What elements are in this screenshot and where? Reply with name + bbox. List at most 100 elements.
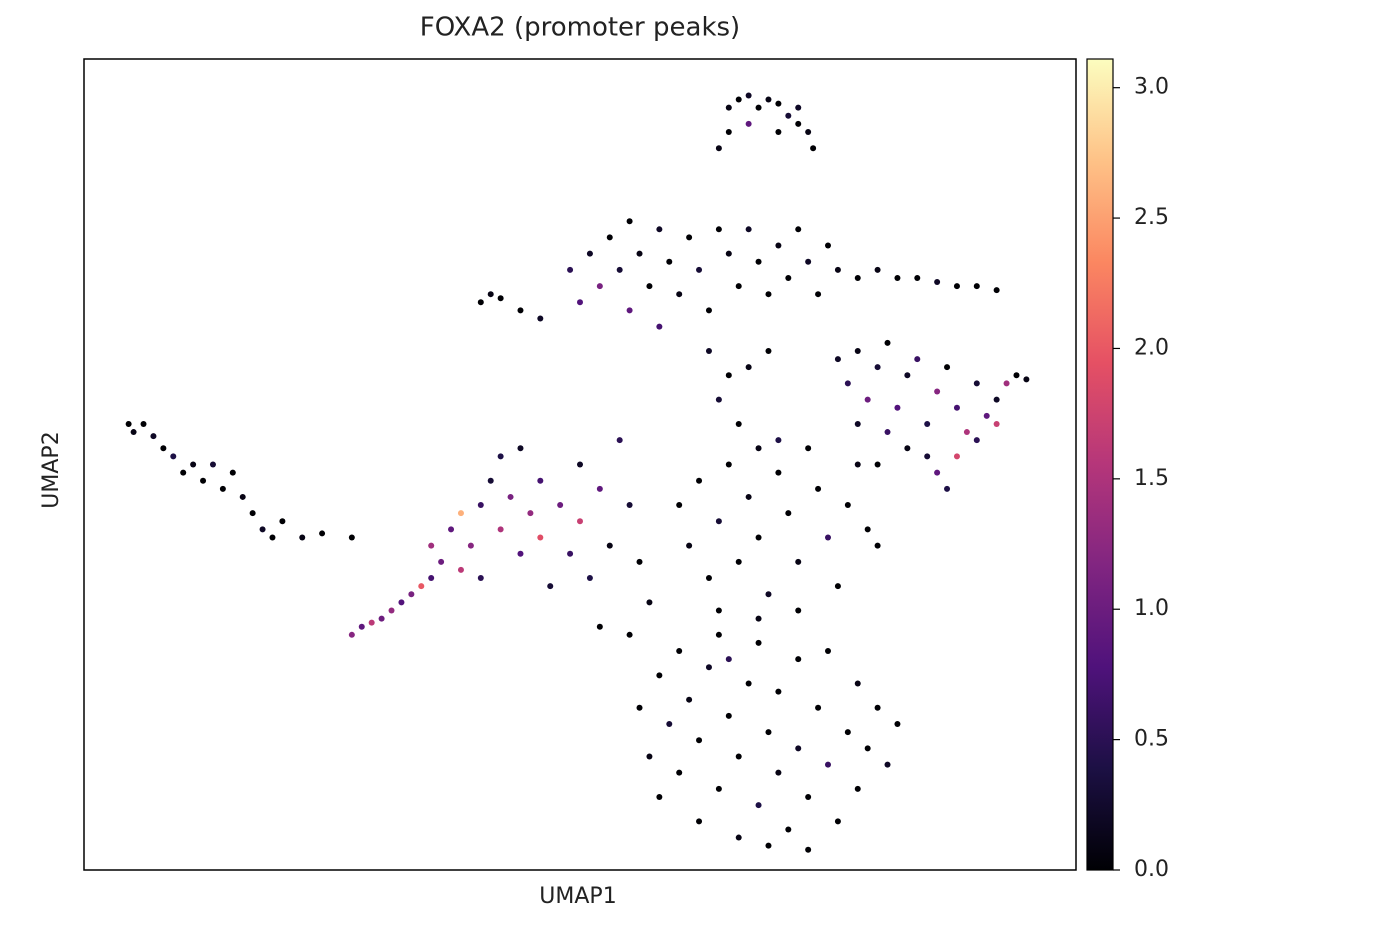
colorbar [1086,58,1114,871]
point [497,526,504,533]
point [1013,372,1020,379]
point [616,266,623,273]
point [805,794,812,801]
point [666,721,673,728]
point [378,615,385,622]
chart-title: FOXA2 (promoter peaks) [420,13,740,43]
point [457,566,464,573]
point [725,461,732,468]
point [686,542,693,549]
point [815,291,822,298]
point [765,347,772,354]
point [676,502,683,509]
point [854,461,861,468]
point [904,372,911,379]
point [606,542,613,549]
point [368,619,375,626]
point [715,145,722,152]
point [656,672,663,679]
point [725,656,732,663]
point [844,729,851,736]
point [795,656,802,663]
x-axis-label: UMAP1 [539,884,616,909]
point [388,607,395,614]
point [785,510,792,517]
point [765,729,772,736]
point [874,704,881,711]
point [805,846,812,853]
point [834,266,841,273]
point [884,429,891,436]
point [537,477,544,484]
point [874,461,881,468]
point [924,420,931,427]
point [487,477,494,484]
point [537,315,544,322]
point [795,745,802,752]
point [953,404,960,411]
point [428,542,435,549]
point [973,283,980,290]
point [497,295,504,302]
point [715,226,722,233]
point [418,583,425,590]
point [993,287,1000,294]
point [626,307,633,314]
point [180,469,187,476]
point [815,704,822,711]
point [735,834,742,841]
point [517,445,524,452]
point [934,469,941,476]
point [805,258,812,265]
point [705,347,712,354]
point [477,299,484,306]
point [795,104,802,111]
point [1003,380,1010,387]
point [517,550,524,557]
point [894,274,901,281]
point [428,575,435,582]
point [715,607,722,614]
point [864,526,871,533]
point [467,542,474,549]
point [646,599,653,606]
point [269,534,276,541]
point [200,477,207,484]
point [765,291,772,298]
point [775,469,782,476]
point [775,242,782,249]
point [348,631,355,638]
point [874,364,881,371]
point [765,842,772,849]
point [914,356,921,363]
point [745,680,752,687]
colorbar-tick-label: 3.0 [1134,75,1169,100]
point [586,250,593,257]
point [884,761,891,768]
point [725,250,732,257]
point [894,404,901,411]
point [696,737,703,744]
point [825,242,831,249]
point [844,380,851,387]
point [924,453,931,460]
point [636,704,643,711]
point [755,445,762,452]
point [944,364,951,371]
point [795,558,802,565]
point [676,648,683,655]
point [854,680,861,687]
point [795,607,802,614]
point [696,477,703,484]
point [725,128,732,135]
point [815,485,822,492]
point [904,445,911,452]
point [636,250,643,257]
point [735,96,742,103]
point [795,120,802,127]
point [279,518,286,525]
point [765,96,772,103]
point [825,761,831,768]
point [1023,376,1030,383]
point [577,518,583,525]
